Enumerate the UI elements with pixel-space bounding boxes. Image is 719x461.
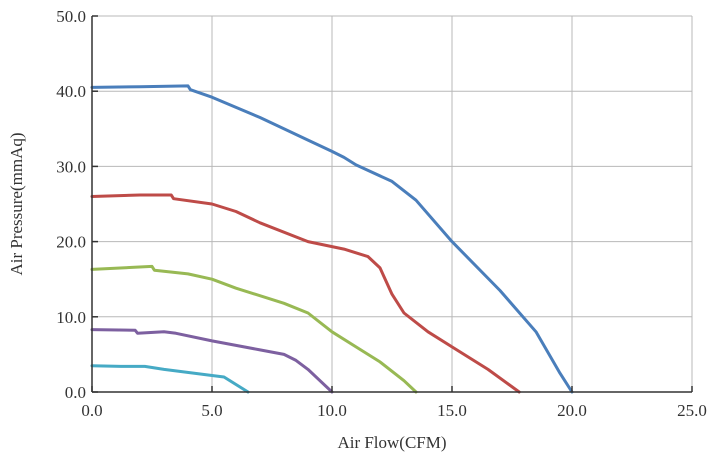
y-tick-label: 0.0: [65, 383, 86, 402]
y-tick-label: 10.0: [56, 308, 86, 327]
y-tick-label: 40.0: [56, 82, 86, 101]
x-tick-labels: 0.0 5.0 10.0 15.0 20.0 25.0: [81, 401, 707, 420]
x-tick-label: 10.0: [317, 401, 347, 420]
series-line-curve-3: [90, 264, 418, 394]
series-line-curve-5: [90, 364, 250, 394]
y-tick-label: 30.0: [56, 157, 86, 176]
series-line-curve-1: [90, 84, 574, 394]
grid: [92, 15, 693, 392]
x-tick-label: 0.0: [81, 401, 102, 420]
x-axis-label: Air Flow(CFM): [337, 433, 446, 452]
y-tick-label: 20.0: [56, 233, 86, 252]
series-lines: [90, 84, 574, 394]
series-line-curve-2: [90, 193, 521, 394]
x-tick-label: 5.0: [201, 401, 222, 420]
y-tick-label: 50.0: [56, 7, 86, 26]
y-tick-labels: 0.0 10.0 20.0 30.0 40.0 50.0: [56, 7, 86, 402]
axes: [91, 15, 693, 393]
x-tick-label: 20.0: [557, 401, 587, 420]
x-tick-label: 15.0: [437, 401, 467, 420]
series-line-curve-4: [90, 328, 334, 394]
x-tick-label: 25.0: [677, 401, 707, 420]
y-axis-label: Air Pressure(mmAq): [7, 132, 26, 275]
